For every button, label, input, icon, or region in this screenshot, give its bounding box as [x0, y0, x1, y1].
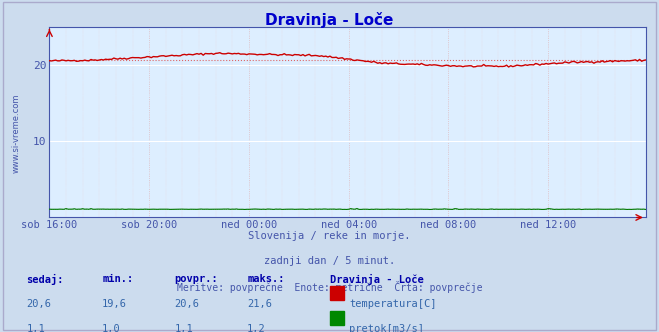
Text: 1,1: 1,1	[175, 324, 193, 332]
Text: Meritve: povprečne  Enote: metrične  Črta: povprečje: Meritve: povprečne Enote: metrične Črta:…	[177, 281, 482, 292]
Text: 19,6: 19,6	[102, 299, 127, 309]
Text: Slovenija / reke in morje.: Slovenija / reke in morje.	[248, 231, 411, 241]
Text: temperatura[C]: temperatura[C]	[349, 299, 437, 309]
Text: 1,2: 1,2	[247, 324, 266, 332]
Text: maks.:: maks.:	[247, 274, 285, 284]
Text: 21,6: 21,6	[247, 299, 272, 309]
Text: sedaj:: sedaj:	[26, 274, 64, 285]
Text: 1,0: 1,0	[102, 324, 121, 332]
Text: povpr.:: povpr.:	[175, 274, 218, 284]
Text: zadnji dan / 5 minut.: zadnji dan / 5 minut.	[264, 256, 395, 266]
Text: Dravinja - Loče: Dravinja - Loče	[266, 12, 393, 28]
Text: www.si-vreme.com: www.si-vreme.com	[12, 93, 21, 173]
Text: pretok[m3/s]: pretok[m3/s]	[349, 324, 424, 332]
Text: 20,6: 20,6	[175, 299, 200, 309]
Text: Dravinja - Loče: Dravinja - Loče	[330, 274, 423, 285]
Text: 20,6: 20,6	[26, 299, 51, 309]
Text: 1,1: 1,1	[26, 324, 45, 332]
Text: min.:: min.:	[102, 274, 133, 284]
